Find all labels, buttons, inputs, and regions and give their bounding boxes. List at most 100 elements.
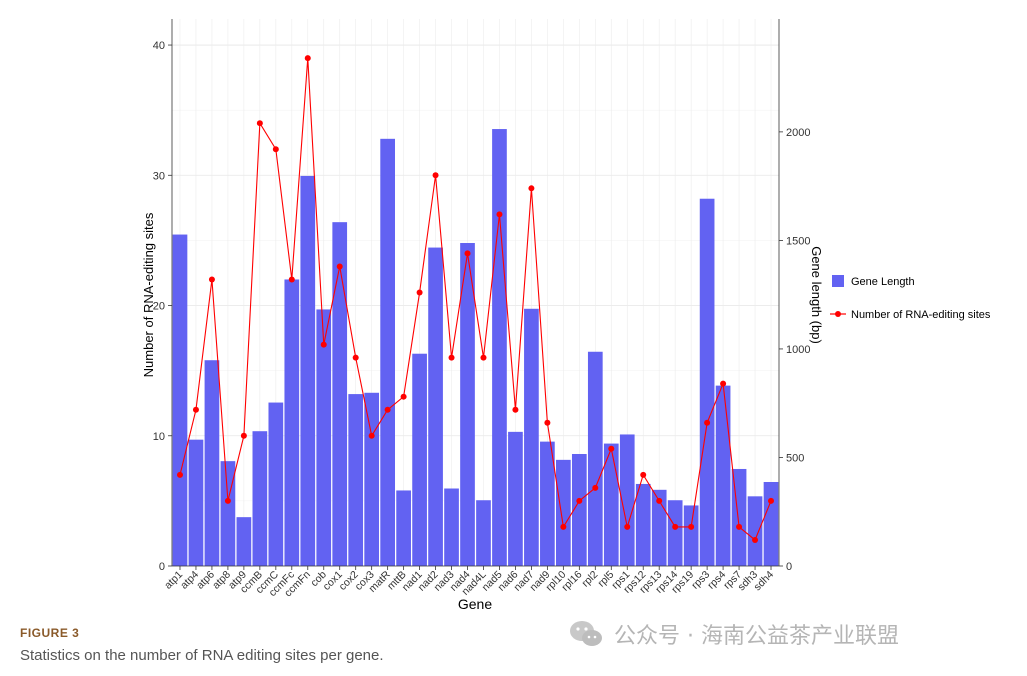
bar-nad3 (444, 488, 459, 566)
point-ccmB (256, 120, 263, 127)
bar-cob (316, 309, 332, 566)
bar-nad4L (476, 500, 491, 566)
legend: Gene Length Number of RNA-editing sites (830, 275, 991, 321)
bar-rpl5 (603, 443, 619, 566)
point-mttB (400, 393, 407, 400)
point-nad1 (416, 289, 423, 296)
bar-atp8 (220, 461, 236, 566)
bar-sdh3 (747, 496, 763, 566)
bar-nad5 (492, 129, 507, 566)
point-cox3 (368, 432, 375, 439)
point-rps1 (624, 523, 631, 530)
bar-rps12 (635, 483, 651, 566)
point-sdh4 (768, 497, 775, 504)
x-axis-label: Gene (458, 596, 492, 612)
line-series (176, 55, 775, 543)
bar-rps14 (667, 500, 683, 566)
point-nad4 (464, 250, 471, 257)
bar-rps13 (651, 489, 667, 566)
bar-series (172, 129, 779, 567)
point-nad6 (512, 406, 519, 413)
point-atp9 (240, 432, 247, 439)
point-atp8 (224, 497, 231, 504)
chart: 0102030400500100015002000atp1atp4atp6atp… (141, 19, 991, 612)
point-atp6 (208, 276, 215, 283)
point-cox2 (352, 354, 359, 361)
point-rpl2 (592, 484, 599, 491)
bar-atp9 (236, 517, 252, 566)
bar-nad4 (460, 243, 475, 566)
bar-sdh4 (763, 481, 779, 566)
bar-rpl2 (587, 351, 603, 566)
watermark: 公众号 · 海南公益茶产业联盟 (568, 618, 899, 650)
point-rpl5 (608, 445, 615, 452)
y2-axis-label: Gene length (bp) (809, 246, 824, 344)
bar-rpl16 (571, 453, 587, 566)
point-rpl10 (560, 523, 567, 530)
bar-mttB (396, 490, 411, 566)
bar-ccmC (268, 402, 284, 566)
watermark-text: 公众号 · 海南公益茶产业联盟 (614, 624, 899, 649)
bar-rps1 (619, 434, 635, 566)
point-sdh3 (752, 536, 759, 543)
wechat-icon (570, 621, 602, 646)
bar-atp1 (172, 234, 188, 566)
bar-nad1 (412, 353, 427, 566)
bar-ccmB (252, 431, 268, 566)
y2-tick-label: 500 (786, 452, 804, 464)
y2-tick-label: 2000 (786, 127, 810, 139)
point-atp1 (176, 471, 183, 478)
bar-cox2 (348, 394, 364, 566)
point-rps14 (672, 523, 679, 530)
point-cob (320, 341, 327, 348)
point-rps7 (736, 523, 743, 530)
y-tick-label: 30 (153, 170, 165, 182)
point-rpl16 (576, 497, 583, 504)
legend-key-point (835, 311, 841, 317)
point-ccmC (272, 146, 279, 153)
point-rps3 (704, 419, 711, 426)
bar-rps4 (715, 385, 731, 566)
bar-ccmFn (300, 175, 316, 567)
y2-tick-label: 0 (786, 561, 792, 573)
point-cox1 (336, 263, 343, 270)
editing-sites-line (179, 58, 772, 541)
legend-key-bar (832, 275, 844, 287)
point-nad4L (480, 354, 487, 361)
bar-ccmFc (284, 279, 300, 566)
bar-nad9 (540, 441, 555, 566)
y-axis-label: Number of RNA-editing sites (141, 212, 156, 377)
point-rps12 (640, 471, 647, 478)
bar-nad7 (524, 308, 539, 566)
y-tick-label: 0 (159, 561, 165, 573)
bar-atp4 (188, 439, 204, 566)
legend-label-bar: Gene Length (851, 276, 915, 288)
point-rps19 (688, 523, 695, 530)
figure-caption: Statistics on the number of RNA editing … (20, 647, 384, 664)
bar-rps3 (699, 198, 715, 566)
figure-label: FIGURE 3 (20, 626, 80, 640)
point-nad2 (432, 172, 439, 179)
point-rps4 (720, 380, 727, 387)
point-nad3 (448, 354, 455, 361)
bar-nad2 (428, 247, 443, 566)
point-nad5 (496, 211, 503, 218)
y-tick-label: 10 (153, 431, 165, 443)
legend-label-line: Number of RNA-editing sites (851, 309, 991, 321)
y2-tick-label: 1000 (786, 344, 810, 356)
bar-cox1 (332, 222, 348, 566)
y-tick-label: 20 (153, 301, 165, 313)
point-nad9 (544, 419, 551, 426)
bar-matR (380, 138, 395, 567)
y-tick-label: 40 (153, 40, 165, 52)
point-ccmFc (288, 276, 295, 283)
bar-rpl10 (556, 459, 571, 566)
bar-cox3 (364, 392, 380, 566)
point-ccmFn (304, 55, 311, 62)
bar-nad6 (508, 431, 523, 566)
point-atp4 (192, 406, 199, 413)
bar-rps19 (683, 505, 699, 566)
point-matR (384, 406, 391, 413)
point-rps13 (656, 497, 663, 504)
y2-tick-label: 1500 (786, 235, 810, 247)
